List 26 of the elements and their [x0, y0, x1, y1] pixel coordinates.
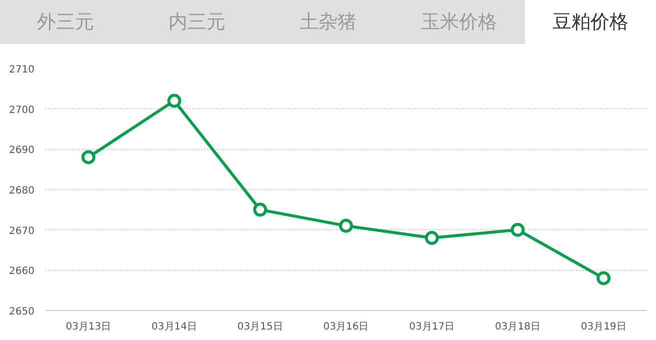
x-tick-label: 03月13日 [66, 322, 112, 332]
point [510, 222, 525, 237]
y-tick-label: 2710 [9, 64, 35, 76]
text: 外三元 [0, 0, 132, 44]
y-tick-label: 2660 [9, 266, 35, 278]
y-tick-label: 2690 [9, 145, 35, 156]
y-tick-label: 2670 [9, 226, 35, 237]
point [596, 271, 611, 286]
point [424, 230, 439, 245]
x-tick-label: 03月18日 [494, 322, 540, 332]
y-tick-label: 2650 [9, 306, 35, 318]
chart-title: 豆粕价格 [524, 0, 656, 44]
y-tick-label: 2700 [9, 104, 35, 116]
text: 内三元 [131, 0, 262, 44]
text: 土杂猪 [262, 0, 394, 44]
x-tick-label: 03月19日 [580, 322, 626, 332]
point [339, 218, 353, 233]
point [81, 150, 96, 164]
x-tick-label: 03月16日 [323, 322, 369, 332]
y-tick-label: 2680 [9, 186, 35, 196]
point [253, 202, 268, 217]
point [167, 94, 182, 108]
x-tick-label: 03月14日 [152, 322, 198, 332]
x-tick-label: 03月15日 [237, 322, 283, 332]
x-tick-label: 03月17日 [409, 322, 455, 332]
text: 玉米价格 [394, 0, 525, 44]
